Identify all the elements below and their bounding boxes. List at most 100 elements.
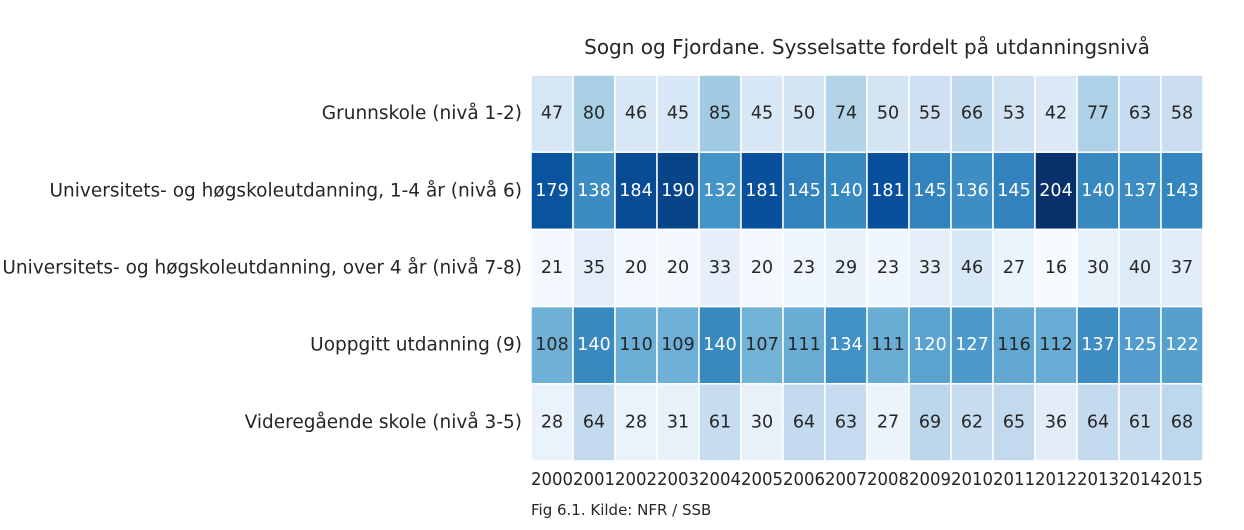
cell-value-label: 30 [751, 412, 773, 432]
cell-value-label: 20 [625, 258, 647, 278]
heatmap-cell [1118, 383, 1162, 462]
column-label: 2013 [1077, 470, 1119, 490]
column-label: 2015 [1161, 470, 1203, 490]
heatmap-cell [950, 228, 994, 308]
cell-value-label: 107 [745, 335, 778, 355]
cell-value-label: 16 [1045, 258, 1067, 278]
heatmap-cell [1160, 74, 1204, 153]
heatmap-cell [866, 228, 910, 308]
heatmap-cell [530, 305, 574, 385]
heatmap-cell [1160, 228, 1204, 308]
cell-value-label: 63 [1129, 104, 1151, 124]
heatmap-cell [656, 305, 700, 385]
cell-value-label: 20 [751, 258, 773, 278]
cell-value-label: 46 [625, 104, 647, 124]
column-label: 2001 [573, 470, 615, 490]
heatmap-cell [866, 151, 910, 231]
heatmap-cell [866, 383, 910, 462]
heatmap-cell [908, 74, 952, 153]
heatmap-cell [782, 151, 826, 231]
cell-value-label: 33 [919, 258, 941, 278]
heatmap-cell [992, 305, 1036, 385]
cell-value-label: 50 [877, 104, 899, 124]
cell-value-label: 55 [919, 104, 941, 124]
heatmap-cell [824, 74, 868, 153]
cell-value-label: 80 [583, 104, 605, 124]
cell-value-label: 30 [1087, 258, 1109, 278]
cell-value-label: 27 [1003, 258, 1025, 278]
cell-value-label: 145 [997, 181, 1030, 201]
heatmap-cell [950, 305, 994, 385]
heatmap-cell [1076, 383, 1120, 462]
cell-value-label: 184 [619, 181, 652, 201]
cell-value-label: 68 [1171, 412, 1193, 432]
heatmap-cell [1076, 74, 1120, 153]
cell-value-label: 69 [919, 412, 941, 432]
heatmap-cell [1076, 305, 1120, 385]
cell-value-label: 23 [793, 258, 815, 278]
heatmap-cell [782, 305, 826, 385]
heatmap-cell [824, 383, 868, 462]
cell-value-label: 140 [1081, 181, 1114, 201]
cell-value-label: 50 [793, 104, 815, 124]
heatmap-cell [698, 151, 742, 231]
cell-value-label: 28 [625, 412, 647, 432]
cell-value-label: 53 [1003, 104, 1025, 124]
column-label: 2009 [909, 470, 951, 490]
heatmap-cell [782, 228, 826, 308]
heatmap-cell [1118, 151, 1162, 231]
cell-value-label: 33 [709, 258, 731, 278]
cell-value-label: 116 [997, 335, 1030, 355]
heatmap-cell [908, 305, 952, 385]
cell-value-label: 64 [793, 412, 815, 432]
heatmap-cell [1160, 383, 1204, 462]
cell-value-label: 61 [709, 412, 731, 432]
cell-value-label: 137 [1081, 335, 1114, 355]
cell-value-label: 45 [751, 104, 773, 124]
cell-value-label: 64 [1087, 412, 1109, 432]
cell-value-label: 58 [1171, 104, 1193, 124]
heatmap-cell [1034, 151, 1078, 231]
cell-value-label: 120 [913, 335, 946, 355]
heatmap-cell [1118, 74, 1162, 153]
cell-value-label: 27 [877, 412, 899, 432]
column-label: 2012 [1035, 470, 1077, 490]
column-label: 2004 [699, 470, 741, 490]
cell-value-label: 20 [667, 258, 689, 278]
cell-value-label: 64 [583, 412, 605, 432]
column-label: 2005 [741, 470, 783, 490]
cell-value-label: 37 [1171, 258, 1193, 278]
cell-value-label: 21 [541, 258, 563, 278]
cell-value-label: 42 [1045, 104, 1067, 124]
column-label: 2014 [1119, 470, 1161, 490]
heatmap-cell [614, 305, 658, 385]
column-label: 2002 [615, 470, 657, 490]
cell-value-label: 111 [871, 335, 904, 355]
heatmap-cell [1118, 305, 1162, 385]
cell-value-label: 108 [535, 335, 568, 355]
cell-value-label: 74 [835, 104, 857, 124]
cell-value-label: 140 [703, 335, 736, 355]
heatmap-cell [1160, 305, 1204, 385]
heatmap-cell [782, 383, 826, 462]
heatmap-cell [572, 74, 616, 153]
cell-value-label: 28 [541, 412, 563, 432]
cell-value-label: 122 [1165, 335, 1198, 355]
column-label: 2011 [993, 470, 1035, 490]
figure-caption: Fig 6.1. Kilde: NFR / SSB [531, 501, 712, 519]
heatmap-cell [992, 228, 1036, 308]
cell-value-label: 77 [1087, 104, 1109, 124]
heatmap-cells: 47 80 46 45 85 45 50 74 50 55 66 53 42 77 63 58 179 138 18… [530, 74, 1204, 462]
heatmap-cell [992, 74, 1036, 153]
column-label: 2006 [783, 470, 825, 490]
cell-value-label: 112 [1039, 335, 1072, 355]
row-label: Universitets- og høgskoleutdanning, 1-4 … [50, 180, 523, 201]
cell-value-label: 35 [583, 258, 605, 278]
column-label: 2008 [867, 470, 909, 490]
heatmap-cell [740, 305, 784, 385]
heatmap-cell [1034, 228, 1078, 308]
heatmap-cell [1160, 151, 1204, 231]
heatmap-cell [614, 383, 658, 462]
heatmap-cell [1076, 151, 1120, 231]
cell-value-label: 125 [1123, 335, 1156, 355]
